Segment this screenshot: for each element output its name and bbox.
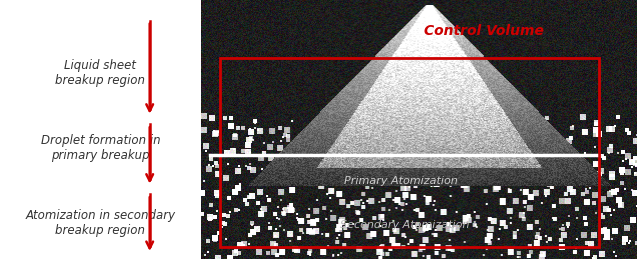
Text: Liquid sheet
breakup region: Liquid sheet breakup region xyxy=(55,59,145,87)
Text: Droplet formation in
primary breakup: Droplet formation in primary breakup xyxy=(41,134,160,162)
Bar xyxy=(220,58,599,247)
Text: Primary Atomization: Primary Atomization xyxy=(345,176,458,186)
Bar xyxy=(0,0,201,259)
Text: Secondary Atomization: Secondary Atomization xyxy=(340,220,469,230)
Text: Control Volume: Control Volume xyxy=(424,24,544,38)
Text: Atomization in secondary
breakup region: Atomization in secondary breakup region xyxy=(25,209,175,237)
